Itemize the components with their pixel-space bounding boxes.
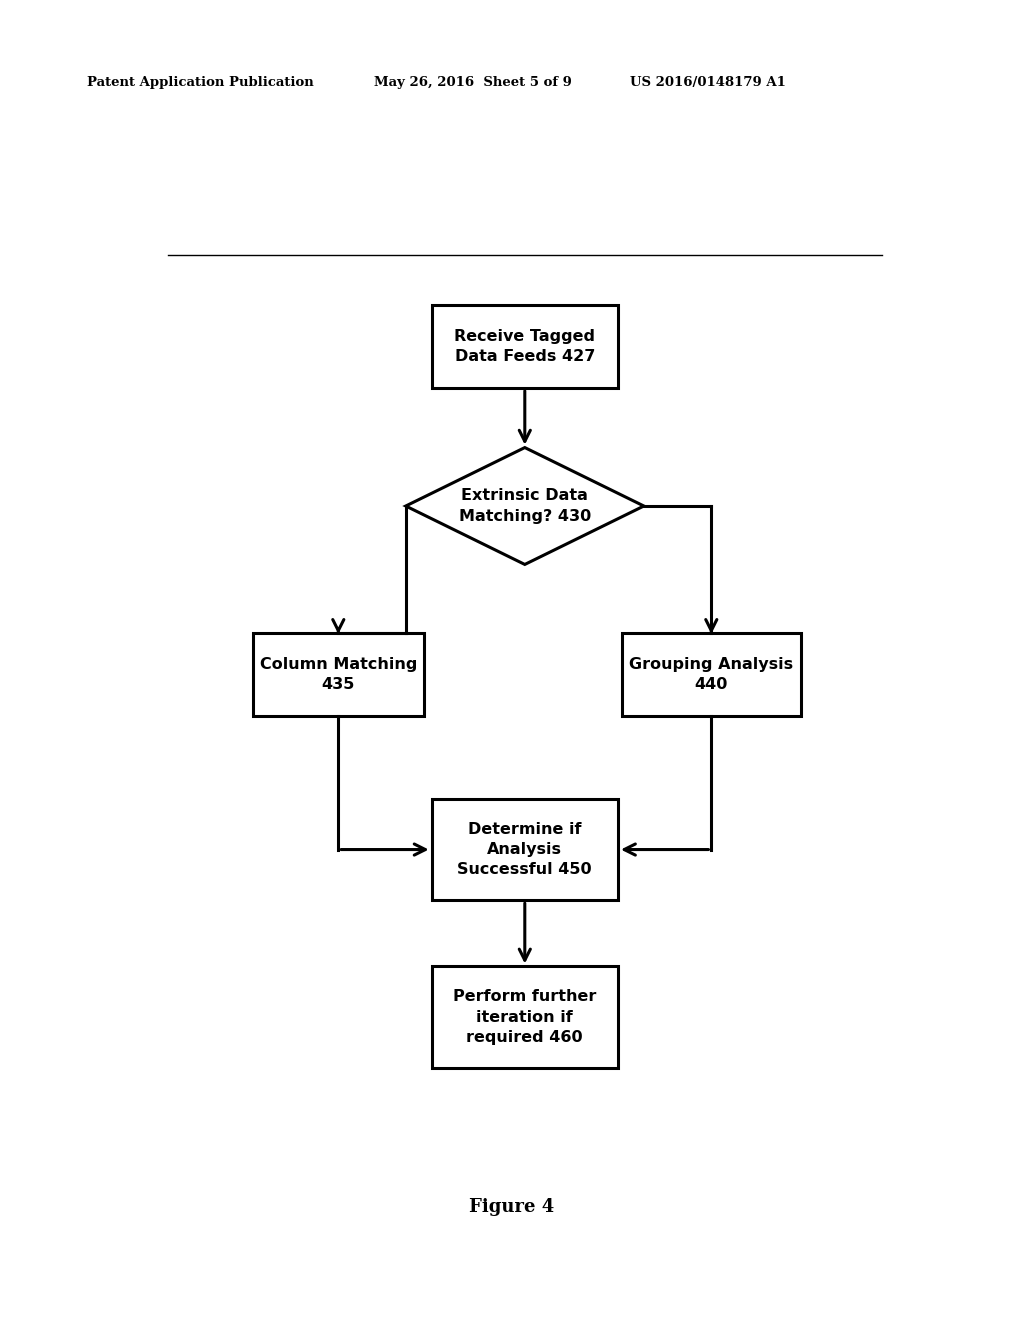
Text: Figure 4: Figure 4 — [469, 1197, 555, 1216]
FancyBboxPatch shape — [431, 305, 618, 388]
Text: Extrinsic Data
Matching? 430: Extrinsic Data Matching? 430 — [459, 488, 591, 524]
Text: Receive Tagged
Data Feeds 427: Receive Tagged Data Feeds 427 — [455, 329, 595, 364]
Text: Patent Application Publication: Patent Application Publication — [87, 75, 313, 88]
Text: US 2016/0148179 A1: US 2016/0148179 A1 — [630, 75, 785, 88]
Text: May 26, 2016  Sheet 5 of 9: May 26, 2016 Sheet 5 of 9 — [374, 75, 571, 88]
FancyBboxPatch shape — [253, 634, 424, 717]
Text: Perform further
iteration if
required 460: Perform further iteration if required 46… — [453, 990, 597, 1045]
FancyBboxPatch shape — [431, 799, 618, 900]
Polygon shape — [406, 447, 644, 565]
Text: Grouping Analysis
440: Grouping Analysis 440 — [629, 657, 794, 693]
FancyBboxPatch shape — [622, 634, 801, 717]
FancyBboxPatch shape — [431, 966, 618, 1068]
Text: Determine if
Analysis
Successful 450: Determine if Analysis Successful 450 — [458, 821, 592, 878]
Text: Column Matching
435: Column Matching 435 — [260, 657, 417, 693]
